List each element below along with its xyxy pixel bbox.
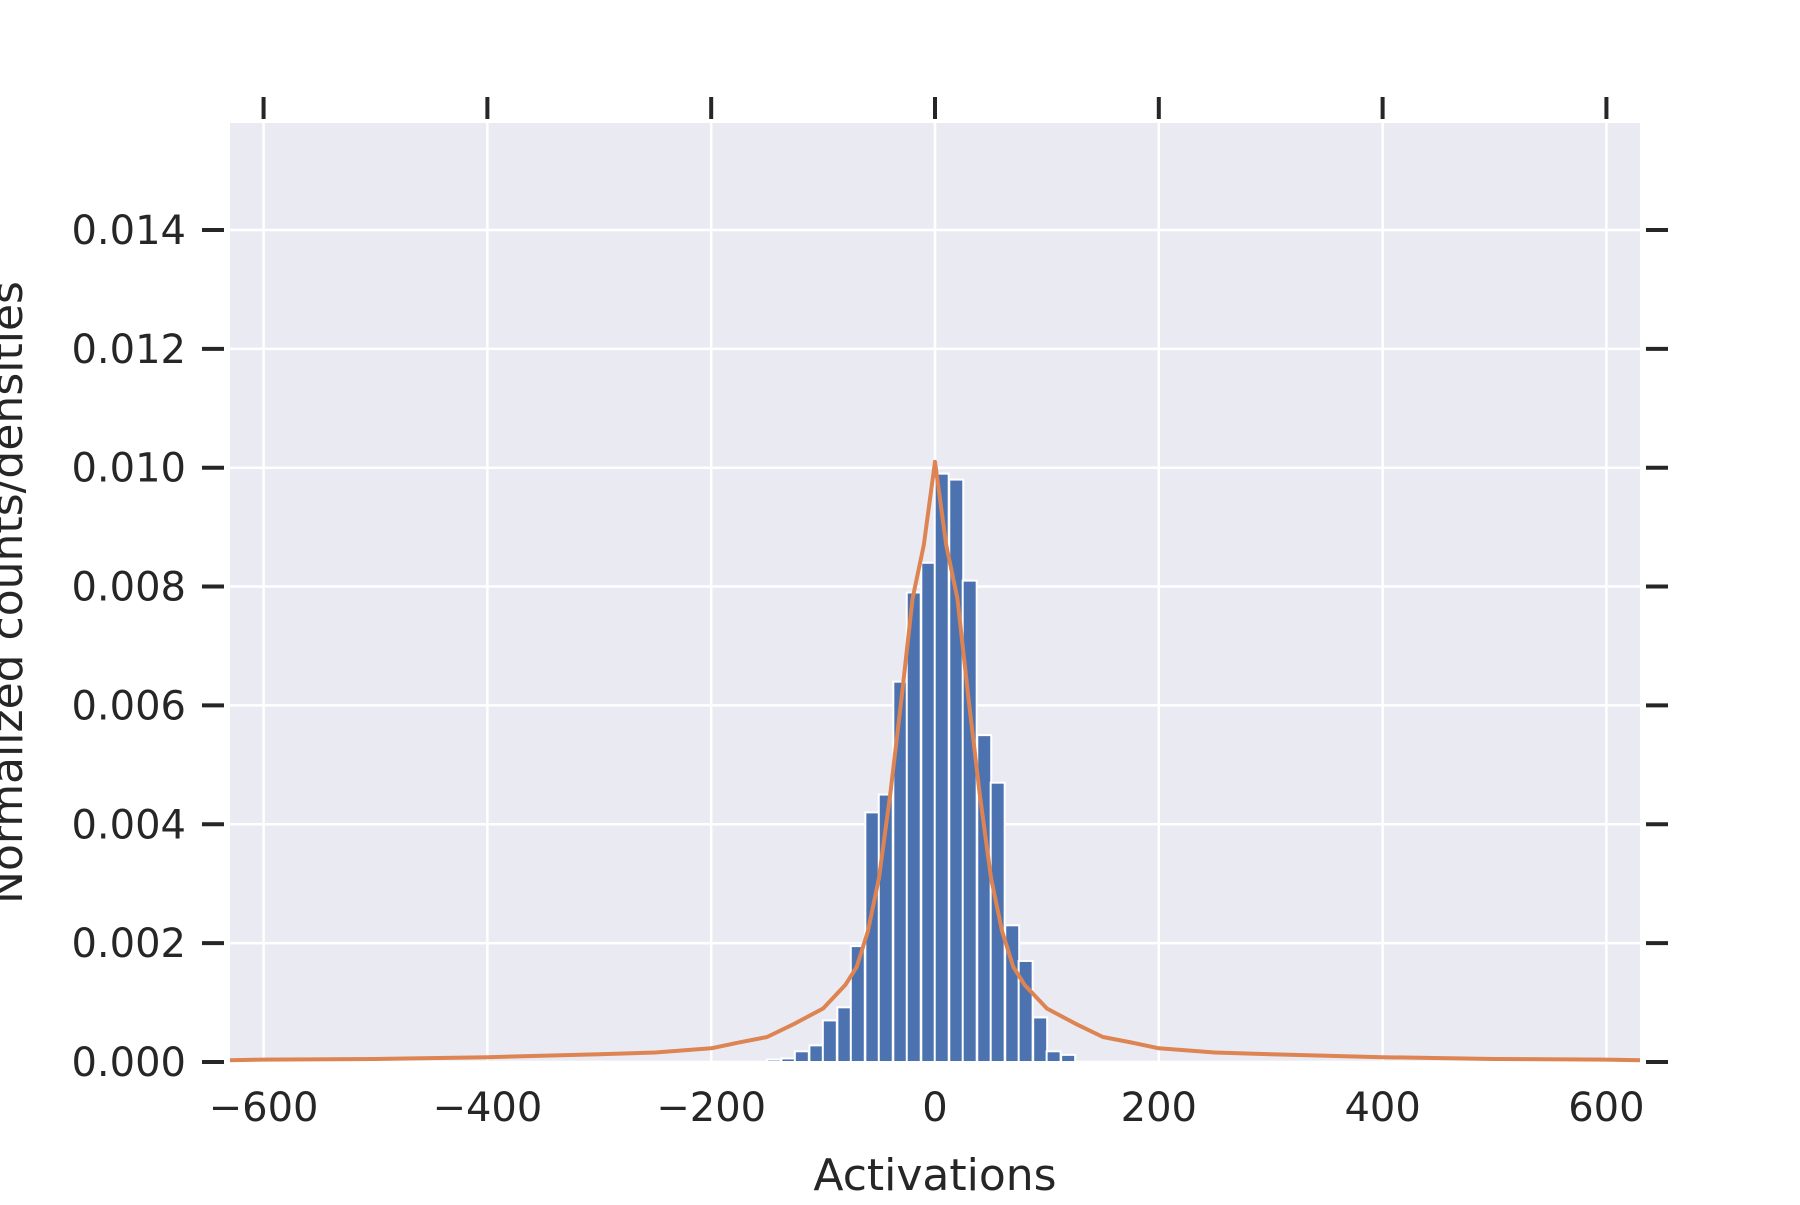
histogram-bar	[836, 1006, 853, 1063]
x-axis-label: Activations	[813, 1150, 1056, 1200]
histogram-bar	[905, 591, 922, 1063]
histogram-bar	[1045, 1050, 1062, 1063]
histogram-bars	[765, 472, 1077, 1064]
histogram-bar	[1032, 1016, 1049, 1063]
x-tick-label: 0	[922, 1085, 947, 1131]
histogram-bar	[989, 781, 1006, 1063]
x-tick-label: −200	[656, 1085, 766, 1131]
histogram-bar	[793, 1050, 810, 1063]
histogram-bar	[933, 472, 950, 1064]
y-tick-label: 0.006	[71, 683, 186, 729]
histogram-bar	[920, 561, 937, 1063]
histogram-bar	[1060, 1053, 1077, 1064]
x-tick-label: −400	[432, 1085, 542, 1131]
y-axis-label: Normalized counts/densities	[0, 281, 33, 904]
histogram-bar	[780, 1057, 797, 1064]
tick-labels: −600 −400 −200 0 200 400 600 0.000 0.002 0.004 0.0…	[71, 208, 1644, 1131]
x-tick-label: 400	[1344, 1085, 1420, 1131]
y-tick-label: 0.010	[71, 446, 186, 492]
x-tick-label: 200	[1121, 1085, 1197, 1131]
histogram-bar	[821, 1019, 838, 1064]
axis-ticks	[202, 97, 1668, 1064]
x-tick-label: 600	[1568, 1085, 1644, 1131]
histogram-bar	[1017, 959, 1034, 1064]
y-tick-label: 0.004	[71, 802, 186, 848]
y-tick-label: 0.002	[71, 921, 186, 967]
y-tick-label: 0.012	[71, 327, 186, 373]
density-curve	[229, 459, 1641, 1063]
y-tick-label: 0.000	[71, 1040, 186, 1086]
histogram-bar	[808, 1044, 825, 1064]
density-curve-group	[229, 459, 1641, 1063]
x-tick-label: −600	[209, 1085, 319, 1131]
y-tick-label: 0.014	[71, 208, 186, 254]
y-tick-label: 0.008	[71, 565, 186, 611]
histogram-bar	[765, 1058, 782, 1064]
